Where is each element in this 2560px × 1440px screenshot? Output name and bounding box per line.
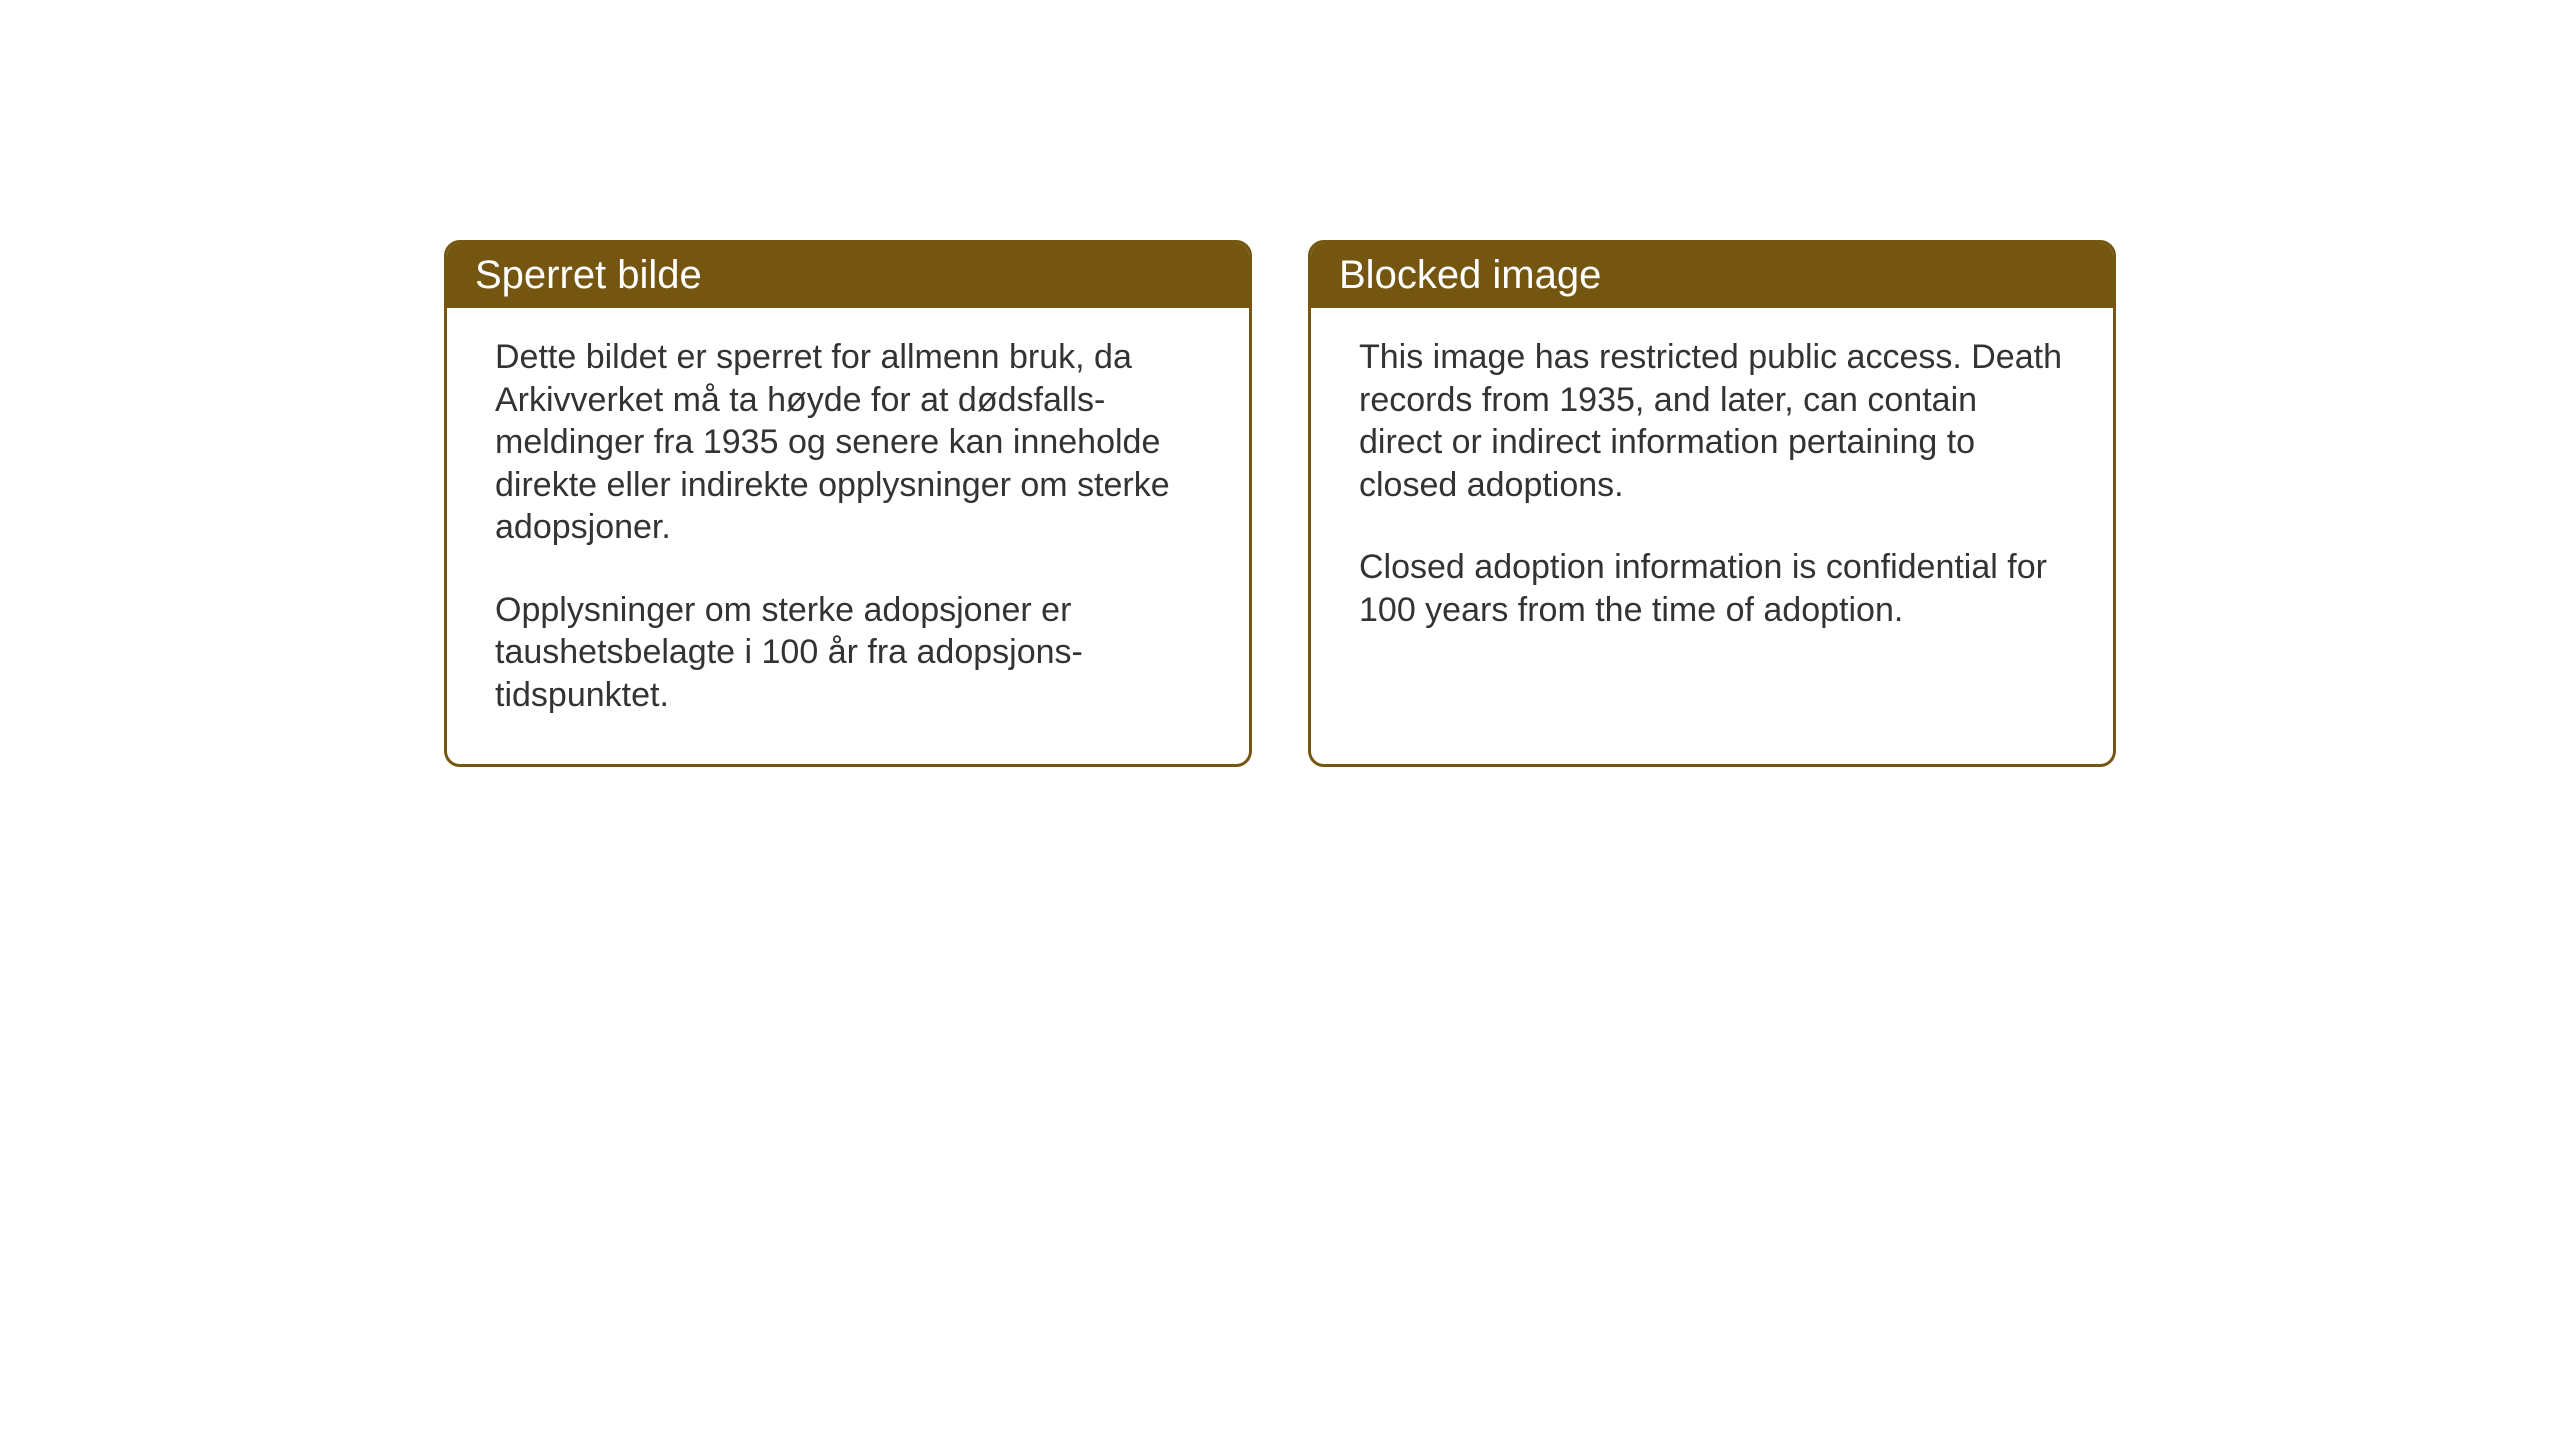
notice-container: Sperret bilde Dette bildet er sperret fo…: [444, 240, 2116, 767]
notice-header-norwegian: Sperret bilde: [447, 243, 1249, 308]
notice-paragraph: Dette bildet er sperret for allmenn bruk…: [495, 336, 1201, 549]
notice-title: Blocked image: [1339, 253, 1601, 297]
notice-paragraph: This image has restricted public access.…: [1359, 336, 2065, 506]
notice-paragraph: Opplysninger om sterke adopsjoner er tau…: [495, 589, 1201, 717]
notice-header-english: Blocked image: [1311, 243, 2113, 308]
notice-title: Sperret bilde: [475, 253, 702, 297]
notice-box-english: Blocked image This image has restricted …: [1308, 240, 2116, 767]
notice-paragraph: Closed adoption information is confident…: [1359, 546, 2065, 631]
notice-body-english: This image has restricted public access.…: [1311, 308, 2113, 679]
notice-box-norwegian: Sperret bilde Dette bildet er sperret fo…: [444, 240, 1252, 767]
notice-body-norwegian: Dette bildet er sperret for allmenn bruk…: [447, 308, 1249, 764]
